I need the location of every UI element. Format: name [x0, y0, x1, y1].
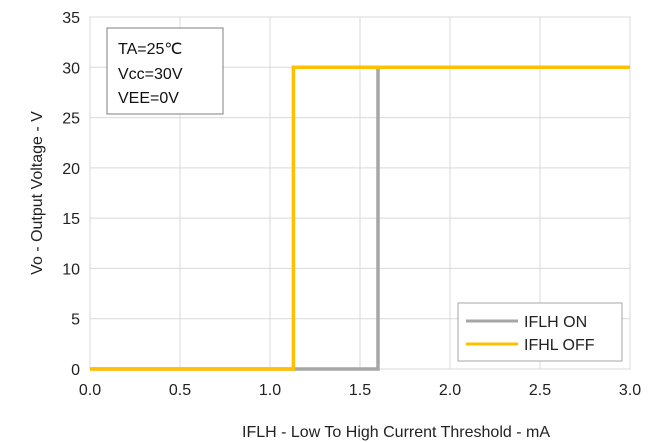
y-tick-label: 20: [62, 161, 80, 178]
condition-vee: VEE=0V: [118, 90, 179, 107]
conditions-box: TA=25℃ Vcc=30V VEE=0V: [106, 27, 224, 115]
x-tick-label: 0.0: [79, 382, 101, 399]
y-tick-label: 30: [62, 60, 80, 77]
x-tick-label: 0.5: [169, 382, 191, 399]
y-tick-label: 5: [71, 312, 80, 329]
series-line-ifhl-off: [90, 65, 630, 371]
x-tick-label: 1.0: [259, 382, 281, 399]
y-tick-label: 10: [62, 261, 80, 278]
condition-vcc: Vcc=30V: [118, 66, 183, 83]
x-tick-label: 2.5: [529, 382, 551, 399]
legend-label-ifhl-off: IFHL OFF: [524, 337, 595, 354]
y-tick-label: 15: [62, 211, 80, 228]
y-tick-label: 0: [71, 362, 80, 379]
x-axis-title: IFLH - Low To High Current Threshold - m…: [242, 424, 550, 441]
y-axis-title: Vo - Output Voltage - V: [29, 111, 46, 275]
legend: IFLH ON IFHL OFF: [457, 302, 623, 362]
legend-label-iflh-on: IFLH ON: [524, 314, 587, 331]
x-tick-label: 2.0: [439, 382, 461, 399]
condition-temperature: TA=25℃: [118, 41, 182, 58]
x-tick-label: 3.0: [619, 382, 641, 399]
x-tick-label: 1.5: [349, 382, 371, 399]
y-tick-label: 25: [62, 111, 80, 128]
y-tick-label: 35: [62, 10, 80, 27]
